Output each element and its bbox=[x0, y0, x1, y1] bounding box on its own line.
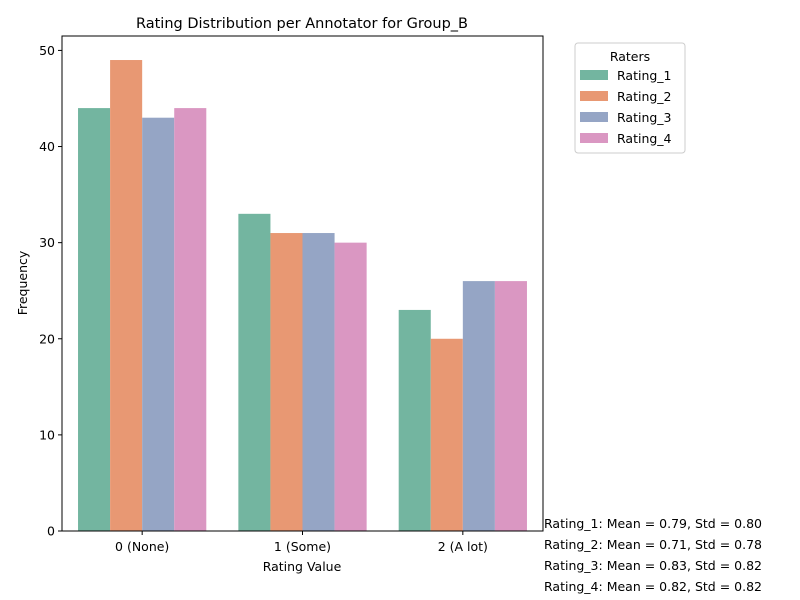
bar-rating_3-1 bbox=[302, 233, 335, 532]
bars-group bbox=[78, 60, 527, 532]
legend-label-rating_3: Rating_3 bbox=[617, 110, 672, 125]
stats-annotation: Rating_1: Mean = 0.79, Std = 0.80 Rating… bbox=[544, 513, 762, 597]
y-tick-label: 10 bbox=[39, 427, 55, 442]
chart-title: Rating Distribution per Annotator for Gr… bbox=[136, 16, 468, 32]
x-tick-label: 0 (None) bbox=[115, 539, 169, 554]
legend: Raters Rating_1 Rating_2 Rating_3 Rating_4 bbox=[574, 42, 686, 154]
bar-rating_1-2 bbox=[398, 309, 431, 531]
bar-rating_1-1 bbox=[238, 213, 271, 531]
legend-title: Raters bbox=[610, 49, 650, 64]
stats-line-rating-4: Rating_4: Mean = 0.82, Std = 0.82 bbox=[544, 579, 762, 594]
bar-rating_2-2 bbox=[430, 338, 463, 531]
bar-rating_4-0 bbox=[174, 108, 207, 531]
y-axis: 0 10 20 30 40 50 bbox=[39, 43, 62, 539]
bar-rating_3-0 bbox=[142, 117, 175, 531]
x-axis: 0 (None) 1 (Some) 2 (A lot) bbox=[115, 531, 488, 554]
bar-rating_2-1 bbox=[270, 233, 303, 532]
y-tick-label: 30 bbox=[39, 235, 55, 250]
y-tick-label: 50 bbox=[39, 43, 55, 58]
legend-swatch-rating_3 bbox=[580, 112, 608, 122]
x-tick-label: 2 (A lot) bbox=[438, 539, 488, 554]
bar-rating_3-2 bbox=[462, 281, 495, 531]
y-tick-label: 0 bbox=[47, 524, 55, 539]
legend-swatch-rating_4 bbox=[580, 133, 608, 143]
y-tick-label: 40 bbox=[39, 139, 55, 154]
bar-rating_4-2 bbox=[494, 281, 527, 531]
plot-frame bbox=[61, 35, 544, 532]
legend-label-rating_2: Rating_2 bbox=[617, 89, 672, 104]
x-tick-label: 1 (Some) bbox=[274, 539, 331, 554]
bar-rating_4-1 bbox=[334, 242, 367, 531]
legend-label-rating_1: Rating_1 bbox=[617, 68, 672, 83]
stats-line-rating-2: Rating_2: Mean = 0.71, Std = 0.78 bbox=[544, 537, 762, 552]
legend-swatch-rating_1 bbox=[580, 70, 608, 80]
legend-label-rating_4: Rating_4 bbox=[617, 131, 672, 146]
y-axis-label: Frequency bbox=[15, 250, 30, 315]
x-axis-label: Rating Value bbox=[263, 559, 342, 574]
stats-line-rating-1: Rating_1: Mean = 0.79, Std = 0.80 bbox=[544, 516, 762, 531]
bar-rating_1-0 bbox=[78, 108, 111, 531]
bar-rating_2-0 bbox=[110, 60, 143, 531]
y-tick-label: 20 bbox=[39, 331, 55, 346]
legend-swatch-rating_2 bbox=[580, 91, 608, 101]
stats-line-rating-3: Rating_3: Mean = 0.83, Std = 0.82 bbox=[544, 558, 762, 573]
